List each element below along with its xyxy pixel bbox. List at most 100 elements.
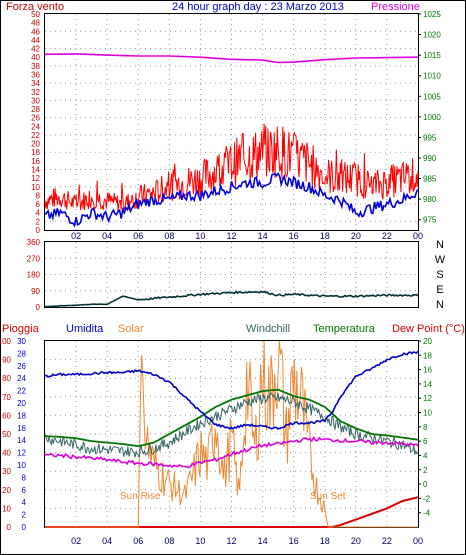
- y-rain-tick-label: 30: [2, 467, 11, 476]
- y-temp-tick-label: -2: [423, 494, 431, 503]
- y-left-tick-label: 16: [31, 157, 40, 166]
- windchill-series: [44, 391, 419, 458]
- y-rain-tick-label: 100: [0, 337, 12, 346]
- y-temp-tick-label: 6: [423, 437, 428, 446]
- x-tick-label: 00: [413, 231, 423, 241]
- header-left-label: Forza vento: [6, 1, 64, 13]
- y-right-tick-label: 980: [423, 195, 437, 204]
- header-title: 24 hour graph day : 23 Marzo 2013: [172, 1, 344, 13]
- header-right-label: Pressione: [371, 1, 420, 13]
- y-humidity-tick-label: 18: [17, 411, 26, 420]
- y-left-tick-label: 30: [31, 96, 40, 105]
- y-humidity-tick-label: 4: [22, 498, 27, 507]
- y-right-tick-label: 995: [423, 133, 437, 142]
- x-tick-label: 02: [71, 231, 81, 241]
- y-humidity-tick-label: 20: [17, 399, 26, 408]
- y-left-tick-label: 2: [36, 217, 41, 226]
- humidity-series: [44, 350, 419, 431]
- y-left-tick-label: 34: [31, 79, 40, 88]
- y-right-tick-label: 985: [423, 175, 437, 184]
- pressure-series: [44, 53, 419, 64]
- y-left-tick-label: 40: [31, 53, 40, 62]
- y-temp-tick-label: 2: [423, 466, 428, 475]
- y-temp-tick-label: 14: [423, 380, 432, 389]
- y-left-tick-label: 32: [31, 88, 40, 97]
- x-tick-label: 10: [195, 536, 205, 546]
- x-tick-label: 10: [195, 231, 205, 241]
- x-tick-label: 12: [226, 231, 236, 241]
- y-direction-tick-label: 270: [27, 254, 41, 263]
- annotation-sun-set: Sun Set: [310, 491, 346, 502]
- y-humidity-tick-label: 8: [22, 473, 27, 482]
- y-temp-tick-label: 18: [423, 351, 432, 360]
- y-direction-tick-label: 90: [31, 287, 40, 296]
- x-tick-label: 06: [133, 536, 143, 546]
- y-humidity-tick-label: 2: [22, 511, 27, 520]
- y-temp-tick-label: 16: [423, 366, 432, 375]
- panel-wind-frame: [44, 13, 419, 231]
- y-left-tick-label: 24: [31, 122, 40, 131]
- x-tick-label: 20: [351, 231, 361, 241]
- y-rain-tick-label: 0: [7, 523, 12, 532]
- x-tick-label: 06: [133, 231, 143, 241]
- x-tick-label: 22: [382, 231, 392, 241]
- y-left-tick-label: 6: [36, 200, 41, 209]
- y-direction-tick-label: 0: [36, 303, 41, 312]
- legend-rain: Pioggia: [2, 323, 40, 335]
- y-rain-tick-label: 70: [2, 393, 11, 402]
- y-rain-tick-label: 50: [2, 430, 11, 439]
- y-temp-tick-label: 12: [423, 394, 432, 403]
- y-left-tick-label: 42: [31, 45, 40, 54]
- y-left-tick-label: 28: [31, 105, 40, 114]
- temperature-series: [44, 388, 419, 448]
- y-humidity-tick-label: 10: [17, 461, 26, 470]
- y-compass-label: E: [436, 284, 443, 296]
- y-left-tick-label: 12: [31, 174, 40, 183]
- y-left-tick-label: 44: [31, 36, 40, 45]
- y-right-tick-label: 1010: [423, 72, 441, 81]
- y-rain-tick-label: 10: [2, 504, 11, 513]
- y-direction-tick-label: 360: [27, 238, 41, 247]
- y-compass-label: W: [435, 254, 446, 266]
- x-tick-label: 02: [71, 536, 81, 546]
- x-tick-label: 12: [226, 536, 236, 546]
- y-right-tick-label: 990: [423, 154, 437, 163]
- y-humidity-tick-label: 30: [17, 337, 26, 346]
- y-left-tick-label: 38: [31, 62, 40, 71]
- y-humidity-tick-label: 12: [17, 449, 26, 458]
- y-humidity-tick-label: 0: [22, 523, 27, 532]
- dew-point-series: [44, 436, 419, 469]
- y-temp-tick-label: 4: [423, 451, 428, 460]
- y-humidity-tick-label: 16: [17, 424, 26, 433]
- y-rain-tick-label: 20: [2, 486, 11, 495]
- legend-humidity: Umidita: [66, 323, 104, 335]
- y-rain-tick-label: 40: [2, 449, 11, 458]
- y-left-tick-label: 36: [31, 70, 40, 79]
- wind-avg-series: [44, 171, 419, 228]
- legend-dew-point: Dew Point (°C): [392, 323, 465, 335]
- y-left-tick-label: 14: [31, 166, 40, 175]
- y-temp-tick-label: 8: [423, 423, 428, 432]
- y-left-tick-label: 18: [31, 148, 40, 157]
- y-compass-label: N: [436, 299, 444, 311]
- x-tick-label: 18: [320, 231, 330, 241]
- legend-solar: Solar: [118, 323, 144, 335]
- chart-dynamic-layer: 0246810121416182022242628303234363840424…: [0, 10, 446, 546]
- y-right-tick-label: 1005: [423, 92, 441, 101]
- x-tick-label: 04: [102, 231, 112, 241]
- y-humidity-tick-label: 24: [17, 374, 26, 383]
- y-compass-label: S: [436, 269, 443, 281]
- y-right-tick-label: 1025: [423, 10, 441, 19]
- x-tick-label: 18: [320, 536, 330, 546]
- solar-series: [45, 340, 418, 528]
- annotation-sun-rise: Sun Rise: [120, 491, 161, 502]
- y-left-tick-label: 50: [31, 10, 40, 19]
- y-right-tick-label: 1020: [423, 31, 441, 40]
- y-left-tick-label: 8: [36, 191, 41, 200]
- x-tick-label: 16: [289, 536, 299, 546]
- y-rain-tick-label: 60: [2, 411, 11, 420]
- x-tick-label: 00: [413, 536, 423, 546]
- y-compass-label: N: [436, 239, 444, 251]
